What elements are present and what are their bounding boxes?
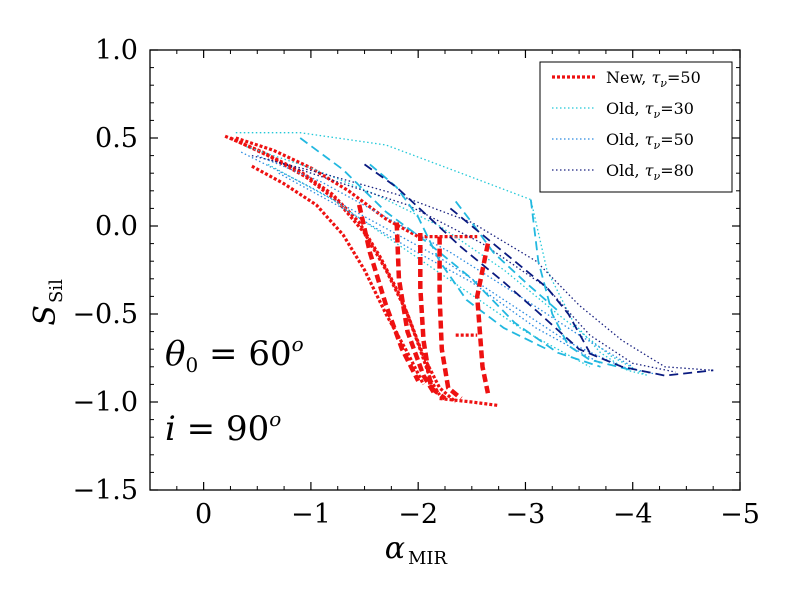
annotation-theta-sup: o	[292, 332, 304, 356]
tick-labels: 0 −1 −2 −3 −4 −5 1.0 0.5 0.0 −0.5 −1.0 −1.5	[72, 35, 759, 530]
legend-label: New, τν=50	[606, 68, 701, 90]
legend-label: Old, τν=80	[606, 161, 694, 183]
y-tick-label: 0.5	[95, 123, 138, 154]
x-axis-label-sub: MIR	[408, 548, 448, 569]
series-4-line-3	[529, 199, 633, 372]
x-tick-label: 0	[195, 499, 212, 530]
y-axis-label: S Sil	[28, 279, 67, 326]
series-0-line-2	[235, 136, 478, 239]
annotation-theta-main: θ	[165, 334, 185, 374]
annotation-theta: θ0 = 60o	[165, 332, 304, 377]
annotation-i-rest: = 90	[176, 409, 269, 449]
series-4-line-2	[454, 200, 559, 312]
y-tick-label: −1.0	[72, 387, 138, 418]
annotation-i: i = 90o	[165, 407, 281, 449]
x-axis-label: α	[385, 531, 405, 566]
new-series-ladder-4	[474, 243, 491, 394]
annotation-theta-sub: 0	[185, 353, 198, 377]
annotation-i-main: i	[165, 409, 176, 449]
annotation-i-sup: o	[269, 407, 281, 431]
series-0-line-4	[439, 396, 499, 408]
new-series-ladder-0	[357, 204, 421, 382]
annotation-theta-rest: = 60	[198, 334, 291, 374]
legend-entries: New, τν=50 Old, τν=30 Old, τν=50 Old, τν=80	[552, 68, 701, 183]
series-3-line-0	[251, 154, 714, 371]
new-series-ladder-3	[437, 236, 463, 401]
series-1-line-2	[267, 163, 591, 368]
legend: New, τν=50 Old, τν=30 Old, τν=50 Old, τν=80	[539, 61, 733, 193]
plot-lines	[224, 132, 714, 408]
x-tick-label: −4	[613, 499, 653, 530]
series-5-line-0	[363, 163, 714, 377]
series-3-line-1	[267, 158, 676, 373]
x-tick-label: −2	[398, 499, 438, 530]
new-series-ladder-2	[418, 233, 447, 401]
new-series-ladder-1	[394, 222, 437, 395]
series-4-line-1	[369, 163, 548, 351]
legend-label: Old, τν=30	[606, 99, 694, 121]
series-0-line-1	[229, 136, 457, 404]
x-tick-label: −3	[506, 499, 546, 530]
series-5-line-1	[449, 207, 591, 354]
y-tick-label: −0.5	[72, 299, 138, 330]
x-tick-label: −5	[720, 499, 760, 530]
y-tick-label: −1.5	[72, 475, 138, 506]
series-0-line-5	[251, 164, 425, 386]
y-axis-label-sub: Sil	[46, 279, 67, 303]
y-tick-label: 0.0	[95, 211, 138, 242]
x-tick-label: −1	[291, 499, 331, 530]
y-tick-label: 1.0	[95, 35, 138, 66]
legend-label: Old, τν=50	[606, 130, 694, 152]
series-4-line-0	[299, 137, 601, 368]
axis-ticks	[149, 49, 741, 491]
series-1-line-0	[235, 132, 649, 377]
y-axis-label-main: S	[28, 305, 63, 326]
